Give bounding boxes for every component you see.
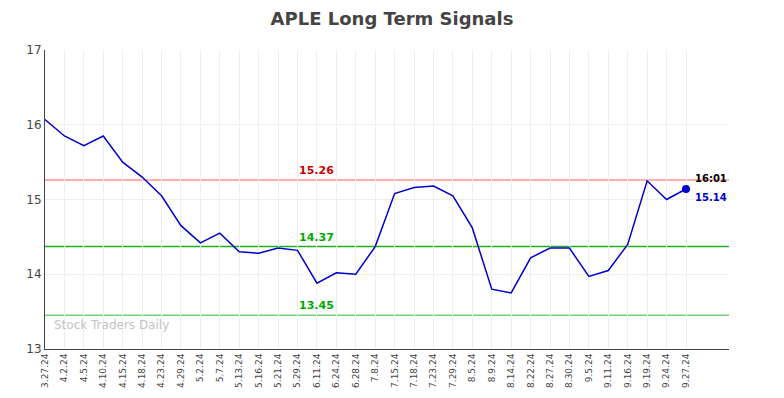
svg-text:8.30.24: 8.30.24: [564, 353, 574, 388]
svg-text:13: 13: [26, 342, 41, 356]
svg-text:4.5.24: 4.5.24: [79, 353, 89, 382]
svg-text:Stock Traders Daily: Stock Traders Daily: [54, 318, 169, 332]
svg-text:9.24.24: 9.24.24: [662, 353, 672, 388]
svg-text:APLE Long Term Signals: APLE Long Term Signals: [271, 8, 514, 29]
svg-text:16:01: 16:01: [695, 173, 727, 184]
svg-text:5.16.24: 5.16.24: [254, 353, 264, 388]
svg-text:7.8.24: 7.8.24: [370, 353, 380, 382]
svg-text:8.27.24: 8.27.24: [545, 353, 555, 388]
svg-text:6.24.24: 6.24.24: [331, 353, 341, 388]
svg-text:14.37: 14.37: [299, 231, 334, 244]
svg-text:9.5.24: 9.5.24: [584, 353, 594, 382]
svg-text:7.29.24: 7.29.24: [448, 353, 458, 388]
svg-text:9.16.24: 9.16.24: [623, 353, 633, 388]
svg-text:14: 14: [26, 267, 41, 281]
svg-text:7.23.24: 7.23.24: [428, 353, 438, 388]
svg-text:5.2.24: 5.2.24: [195, 353, 205, 382]
svg-text:8.9.24: 8.9.24: [487, 353, 497, 382]
svg-text:15.26: 15.26: [299, 164, 334, 177]
svg-text:8.22.24: 8.22.24: [526, 353, 536, 388]
svg-text:5.21.24: 5.21.24: [273, 353, 283, 388]
svg-text:4.18.24: 4.18.24: [137, 353, 147, 388]
svg-text:8.14.24: 8.14.24: [506, 353, 516, 388]
svg-text:4.10.24: 4.10.24: [98, 353, 108, 388]
svg-text:5.29.24: 5.29.24: [292, 353, 302, 388]
svg-text:4.29.24: 4.29.24: [176, 353, 186, 388]
svg-text:4.15.24: 4.15.24: [118, 353, 128, 388]
svg-text:15: 15: [26, 193, 41, 207]
svg-text:9.11.24: 9.11.24: [603, 353, 613, 388]
svg-text:6.11.24: 6.11.24: [312, 353, 322, 388]
svg-text:9.27.24: 9.27.24: [681, 353, 691, 388]
svg-text:4.23.24: 4.23.24: [156, 353, 166, 388]
svg-text:5.7.24: 5.7.24: [215, 353, 225, 382]
svg-text:16: 16: [26, 118, 41, 132]
svg-text:17: 17: [26, 43, 41, 57]
svg-text:7.18.24: 7.18.24: [409, 353, 419, 388]
svg-text:4.2.24: 4.2.24: [59, 353, 69, 382]
svg-text:7.15.24: 7.15.24: [390, 353, 400, 388]
svg-text:3.27.24: 3.27.24: [40, 353, 50, 388]
svg-text:5.13.24: 5.13.24: [234, 353, 244, 388]
svg-text:9.19.24: 9.19.24: [642, 353, 652, 388]
svg-text:6.28.24: 6.28.24: [351, 353, 361, 388]
svg-text:13.45: 13.45: [299, 299, 334, 312]
svg-text:8.5.24: 8.5.24: [467, 353, 477, 382]
svg-text:15.14: 15.14: [695, 192, 727, 203]
